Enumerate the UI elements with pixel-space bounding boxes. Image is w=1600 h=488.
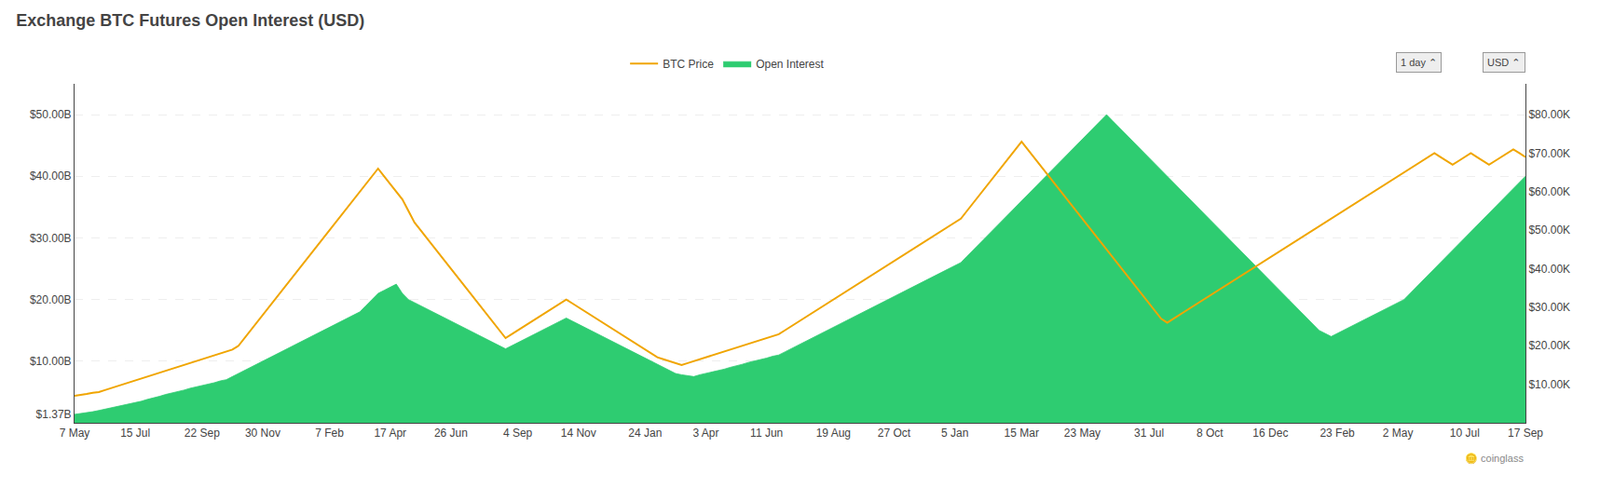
svg-text:10 Jul: 10 Jul bbox=[1449, 426, 1480, 440]
svg-text:4 Sep: 4 Sep bbox=[503, 426, 534, 440]
svg-text:$30.00K: $30.00K bbox=[1528, 300, 1571, 315]
svg-text:17 Sep: 17 Sep bbox=[1507, 426, 1544, 440]
svg-text:$1.37B: $1.37B bbox=[36, 408, 72, 422]
svg-text:8 Oct: 8 Oct bbox=[1196, 426, 1224, 440]
svg-text:15 Jul: 15 Jul bbox=[120, 426, 151, 440]
svg-text:2 May: 2 May bbox=[1382, 426, 1414, 440]
svg-text:26 Jun: 26 Jun bbox=[434, 426, 468, 440]
svg-text:30 Nov: 30 Nov bbox=[245, 426, 281, 440]
svg-text:$20.00B: $20.00B bbox=[29, 293, 72, 307]
svg-text:27 Oct: 27 Oct bbox=[877, 426, 912, 440]
svg-text:7 Feb: 7 Feb bbox=[314, 426, 344, 440]
svg-text:BTC Price: BTC Price bbox=[662, 57, 714, 71]
svg-text:Open Interest: Open Interest bbox=[755, 57, 824, 71]
svg-text:$10.00K: $10.00K bbox=[1528, 378, 1571, 392]
svg-text:7 May: 7 May bbox=[59, 426, 91, 440]
svg-text:23 Feb: 23 Feb bbox=[1319, 426, 1355, 440]
svg-text:31 Jul: 31 Jul bbox=[1134, 426, 1164, 440]
svg-text:Exchange BTC Futures Open Inte: Exchange BTC Futures Open Interest (USD) bbox=[15, 11, 365, 30]
svg-text:$30.00B: $30.00B bbox=[29, 232, 72, 246]
svg-text:22 Sep: 22 Sep bbox=[184, 426, 220, 440]
svg-text:$60.00K: $60.00K bbox=[1528, 185, 1571, 199]
svg-text:24 Jan: 24 Jan bbox=[628, 426, 662, 440]
svg-text:$80.00K: $80.00K bbox=[1528, 108, 1571, 122]
svg-text:$50.00K: $50.00K bbox=[1528, 223, 1571, 237]
svg-text:11 Jun: 11 Jun bbox=[750, 426, 783, 440]
svg-text:19 Aug: 19 Aug bbox=[816, 426, 851, 440]
svg-text:23 May: 23 May bbox=[1064, 426, 1101, 440]
svg-text:$40.00B: $40.00B bbox=[29, 169, 72, 183]
svg-text:🪙 coinglass: 🪙 coinglass bbox=[1464, 452, 1524, 465]
svg-text:16 Dec: 16 Dec bbox=[1252, 426, 1288, 440]
svg-text:$70.00K: $70.00K bbox=[1528, 147, 1571, 161]
svg-text:14 Nov: 14 Nov bbox=[560, 426, 597, 440]
svg-text:$20.00K: $20.00K bbox=[1528, 339, 1571, 353]
svg-text:$50.00B: $50.00B bbox=[29, 108, 72, 122]
svg-text:USD ⌃: USD ⌃ bbox=[1487, 56, 1521, 69]
svg-text:3 Apr: 3 Apr bbox=[693, 426, 720, 440]
svg-text:5 Jan: 5 Jan bbox=[941, 426, 969, 440]
svg-text:15 Mar: 15 Mar bbox=[1004, 426, 1040, 440]
svg-text:$10.00B: $10.00B bbox=[29, 355, 72, 369]
svg-text:17 Apr: 17 Apr bbox=[373, 426, 407, 440]
svg-text:1 day ⌃: 1 day ⌃ bbox=[1400, 56, 1437, 69]
svg-text:$40.00K: $40.00K bbox=[1528, 262, 1571, 276]
